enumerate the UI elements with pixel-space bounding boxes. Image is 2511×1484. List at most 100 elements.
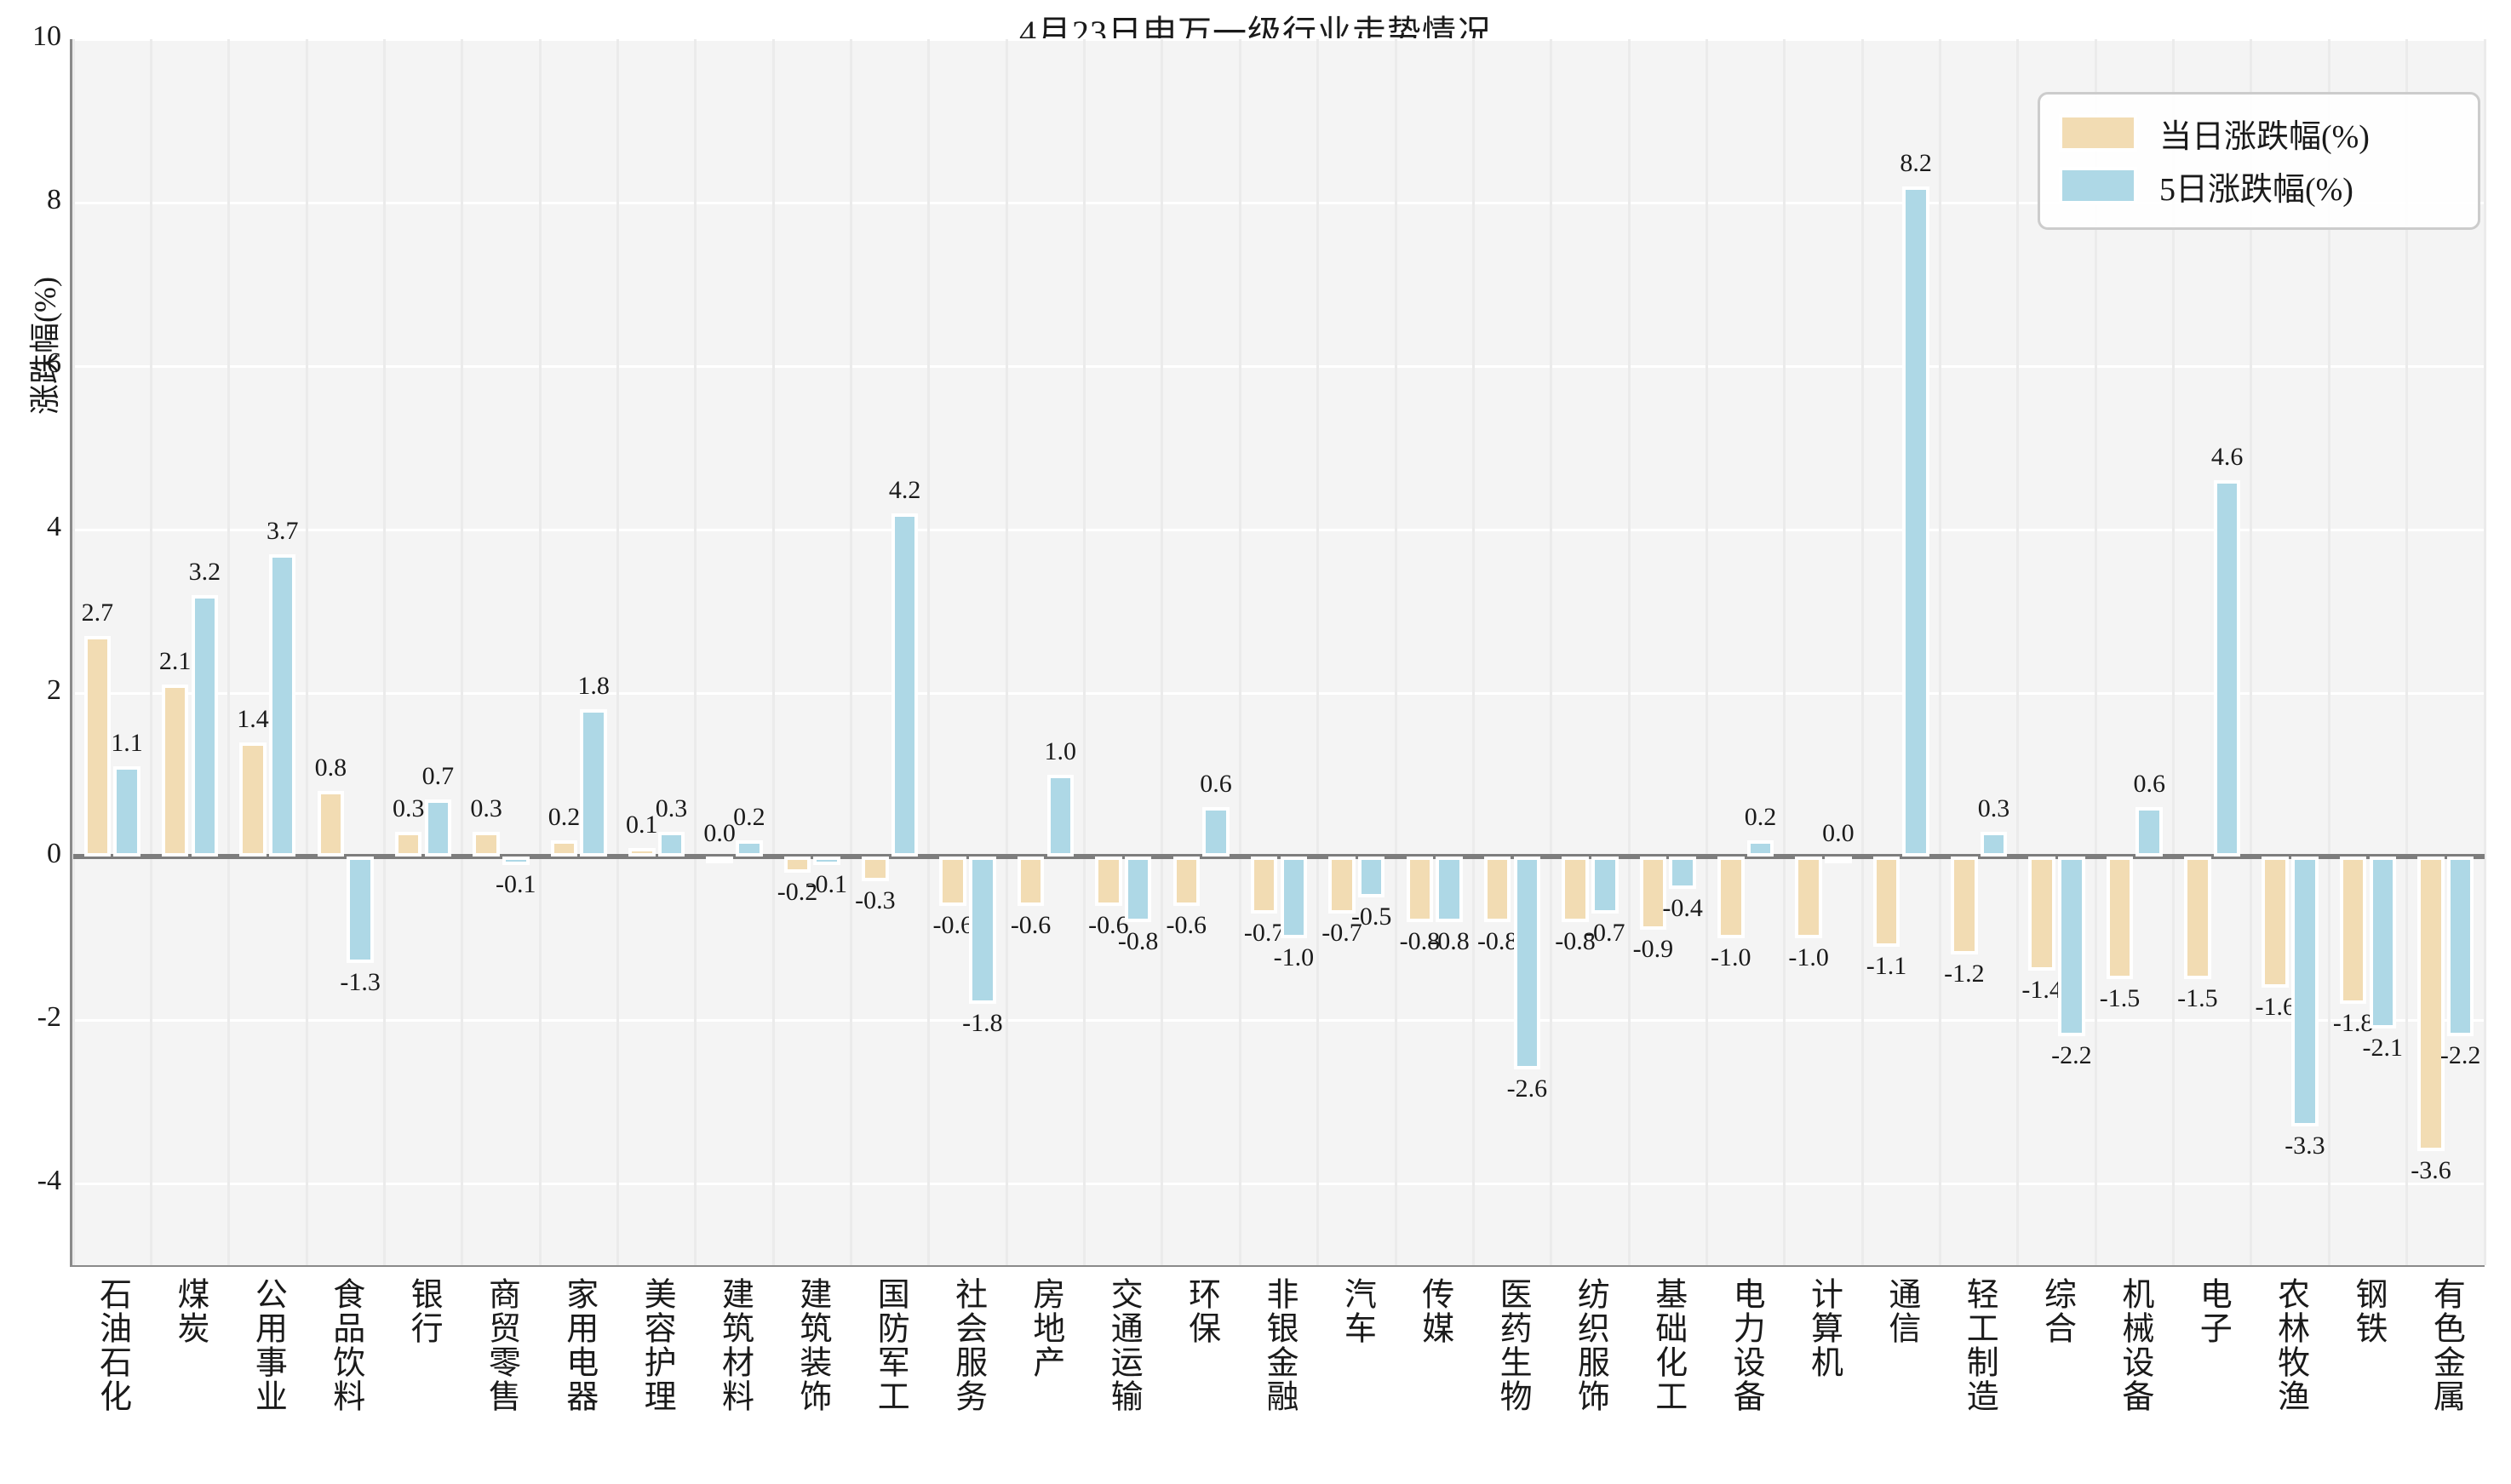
bar[interactable] (2213, 480, 2241, 857)
bar[interactable] (2262, 857, 2289, 988)
bar[interactable] (1639, 857, 1667, 931)
bar[interactable] (862, 857, 889, 881)
gridline-y-10 (73, 37, 2485, 41)
bar[interactable] (1328, 857, 1356, 914)
bar-group: -1.5 0.6 (2095, 39, 2173, 1265)
bar-group: 0.2 1.8 (540, 39, 617, 1265)
bar[interactable] (891, 513, 919, 857)
bar-value-label: -0.8 (1117, 926, 1159, 955)
bar-value-label: 0.2 (1744, 802, 1777, 831)
bar[interactable] (473, 832, 500, 857)
legend-item-0[interactable]: 当日涨跌幅(%) (2059, 106, 2459, 159)
bar[interactable] (424, 799, 452, 857)
bar[interactable] (706, 857, 733, 863)
bar-value-label: -1.6 (2255, 992, 2296, 1021)
bar[interactable] (1172, 857, 1201, 906)
bar[interactable] (2369, 857, 2397, 1028)
bar[interactable] (1795, 857, 1822, 938)
bar[interactable] (2417, 857, 2445, 1151)
gridline-x-26 (2094, 39, 2097, 1265)
bar[interactable] (2106, 857, 2134, 979)
bar-group: 2.1 3.2 (151, 39, 228, 1265)
legend-label-current-day: 当日涨跌幅(%) (2159, 118, 2370, 155)
bar[interactable] (1202, 807, 1230, 857)
bar[interactable] (1951, 857, 1978, 955)
bar-value-label: -0.8 (1429, 926, 1470, 955)
bar[interactable] (394, 832, 422, 857)
bar-group: -1.5 4.6 (2174, 39, 2251, 1265)
gridline-x-13 (1083, 39, 1086, 1265)
x-tick-钢铁: 钢铁 (2349, 1277, 2386, 1345)
bar[interactable] (1902, 186, 1929, 857)
x-tick-医药生物: 医药生物 (1494, 1277, 1531, 1413)
x-tick-轻工制造: 轻工制造 (1961, 1277, 1998, 1413)
bar[interactable] (161, 685, 189, 857)
bar-value-label: -0.5 (1350, 902, 1392, 931)
bar[interactable] (550, 839, 578, 857)
x-tick-汽车: 汽车 (1339, 1277, 1375, 1345)
bar-group: -1.1 8.2 (1862, 39, 1940, 1265)
bar[interactable] (1046, 775, 1075, 857)
bar[interactable] (813, 857, 840, 865)
bar[interactable] (1980, 832, 2008, 857)
bar-group: 2.7 1.1 (73, 39, 151, 1265)
bar-group: -0.8 -0.7 (1551, 39, 1629, 1265)
bar[interactable] (113, 766, 140, 857)
gridline-x-3 (305, 39, 308, 1265)
chart-legend[interactable]: 当日涨跌幅(%) 5日涨跌幅(%) (2038, 92, 2480, 230)
x-tick-美容护理: 美容护理 (639, 1277, 675, 1413)
bar-value-label: -0.6 (1166, 910, 1207, 939)
bar[interactable] (657, 832, 685, 857)
bar[interactable] (2184, 857, 2211, 979)
bar[interactable] (1872, 857, 1900, 947)
bar[interactable] (2446, 857, 2474, 1037)
bar[interactable] (939, 857, 966, 906)
bar[interactable] (1017, 857, 1045, 906)
bar[interactable] (1406, 857, 1434, 922)
x-tick-计算机: 计算机 (1805, 1277, 1842, 1379)
bar[interactable] (1124, 857, 1152, 922)
bar[interactable] (268, 553, 296, 857)
bar-group: 0.8 -1.3 (307, 39, 384, 1265)
bar[interactable] (1280, 857, 1308, 938)
bar[interactable] (2339, 857, 2367, 1004)
bar[interactable] (2135, 807, 2163, 857)
bar[interactable] (736, 839, 763, 857)
bar[interactable] (1357, 857, 1385, 897)
bar[interactable] (1250, 857, 1278, 914)
bar[interactable] (1669, 857, 1696, 890)
bar[interactable] (969, 857, 996, 1004)
bar-value-label: -0.1 (496, 869, 536, 898)
x-tick-交通运输: 交通运输 (1105, 1277, 1142, 1413)
bar[interactable] (83, 635, 112, 857)
bar[interactable] (1095, 857, 1122, 906)
bar[interactable] (1717, 857, 1745, 938)
bar[interactable] (317, 791, 345, 857)
legend-item-1[interactable]: 5日涨跌幅(%) (2059, 159, 2459, 212)
bar[interactable] (502, 857, 530, 865)
bar[interactable] (2058, 857, 2085, 1037)
bar[interactable] (1513, 857, 1541, 1069)
gridline-y-2 (73, 691, 2485, 695)
bar[interactable] (2028, 857, 2055, 971)
bar-value-label: -1.4 (2021, 976, 2062, 1005)
gridline-x-10 (850, 39, 853, 1265)
bar[interactable] (628, 848, 656, 857)
bar[interactable] (347, 857, 374, 963)
bar[interactable] (239, 742, 267, 857)
bar[interactable] (1562, 857, 1589, 922)
bar-value-label: -1.5 (2099, 984, 2141, 1012)
bar[interactable] (191, 594, 219, 857)
bar[interactable] (1825, 857, 1852, 863)
bar[interactable] (1436, 857, 1463, 922)
bar[interactable] (2291, 857, 2319, 1126)
bar[interactable] (580, 709, 607, 857)
legend-swatch-current-day (2059, 114, 2137, 152)
gridline-x-17 (1394, 39, 1397, 1265)
bar[interactable] (1591, 857, 1619, 914)
bar[interactable] (783, 857, 811, 874)
x-tick-商贸零售: 商贸零售 (483, 1277, 519, 1413)
bar-value-label: -0.3 (855, 885, 896, 914)
bar[interactable] (1483, 857, 1511, 922)
bar[interactable] (1746, 839, 1774, 857)
